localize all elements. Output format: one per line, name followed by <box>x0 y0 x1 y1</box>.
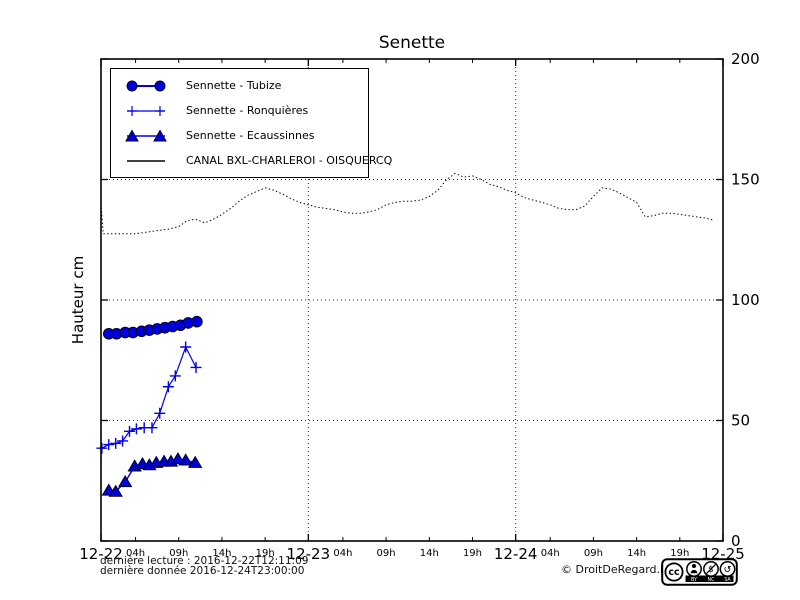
svg-text:100: 100 <box>731 291 760 309</box>
series-1 <box>96 341 202 454</box>
legend-label: CANAL BXL-CHARLEROI - OISQUERCQ <box>186 154 393 167</box>
legend-item-ronquieres: Sennette - Ronquières <box>111 99 368 123</box>
last-data-text: dernière donnée 2016-12-24T23:00:00 <box>100 564 305 577</box>
svg-text:19h: 19h <box>256 548 275 559</box>
legend-label: Sennette - Ecaussinnes <box>186 129 315 142</box>
svg-text:09h: 09h <box>169 548 188 559</box>
legend-item-canal: CANAL BXL-CHARLEROI - OISQUERCQ <box>111 149 392 173</box>
series-3 <box>100 172 715 235</box>
series-lines <box>96 172 715 497</box>
legend-item-tubize: Sennette - Tubize <box>111 74 368 98</box>
creative-commons-badge: cc $ ↺ BY NC SA <box>661 558 738 586</box>
legend-sample-line-icon <box>127 159 165 162</box>
copyright-text: © DroitDeRegard.be <box>561 563 674 576</box>
last-reading-text: dernière lecture : 2016-12-22T12:11:09 <box>100 555 309 567</box>
legend-item-ecaussinnes: Sennette - Ecaussinnes <box>111 124 368 148</box>
legend-label: Sennette - Ronquières <box>186 104 309 117</box>
cc-logo-text: cc <box>668 567 679 578</box>
svg-text:12-23: 12-23 <box>287 545 331 563</box>
svg-text:0: 0 <box>731 532 741 550</box>
cc-license-band <box>685 575 734 582</box>
legend-sample-triangle-icon <box>125 128 167 141</box>
legend-box: Sennette - Tubize Sennette - Ronquières … <box>110 68 392 178</box>
y-axis-title: Hauteur cm <box>69 255 87 345</box>
svg-text:$: $ <box>708 565 713 575</box>
svg-text:12-22: 12-22 <box>79 545 123 563</box>
svg-text:04h: 04h <box>126 548 145 559</box>
svg-text:09h: 09h <box>584 548 603 559</box>
data-timestamps: dernière lecture : 2016-12-22T12:11:09 d… <box>100 555 309 577</box>
svg-text:09h: 09h <box>377 548 396 559</box>
svg-text:14h: 14h <box>212 548 231 559</box>
svg-text:19h: 19h <box>463 548 482 559</box>
cc-nc-label: NC <box>708 577 716 583</box>
axis-ticks <box>100 58 724 542</box>
series-0 <box>102 315 203 340</box>
svg-text:04h: 04h <box>541 548 560 559</box>
svg-text:150: 150 <box>731 171 760 189</box>
svg-text:200: 200 <box>731 50 760 68</box>
svg-text:50: 50 <box>731 412 750 430</box>
svg-text:14h: 14h <box>627 548 646 559</box>
series-2 <box>101 452 203 497</box>
svg-text:12-24: 12-24 <box>494 545 538 563</box>
cc-logo-icon <box>664 562 684 582</box>
cc-sa-arrow-icon: ↺ <box>724 565 732 576</box>
cc-sa-label: SA <box>724 577 731 583</box>
chart-title: Senette <box>378 33 446 53</box>
legend-sample-plus-icon <box>127 105 165 116</box>
legend-sample-circle-icon <box>126 80 166 91</box>
cc-by-person-icon <box>690 564 698 574</box>
cc-by-label: BY <box>691 577 697 583</box>
cc-nc-no-dollar-icon: $ <box>706 564 716 575</box>
svg-text:14h: 14h <box>420 548 439 559</box>
svg-text:19h: 19h <box>670 548 689 559</box>
legend-label: Sennette - Tubize <box>186 79 282 92</box>
svg-text:04h: 04h <box>333 548 352 559</box>
